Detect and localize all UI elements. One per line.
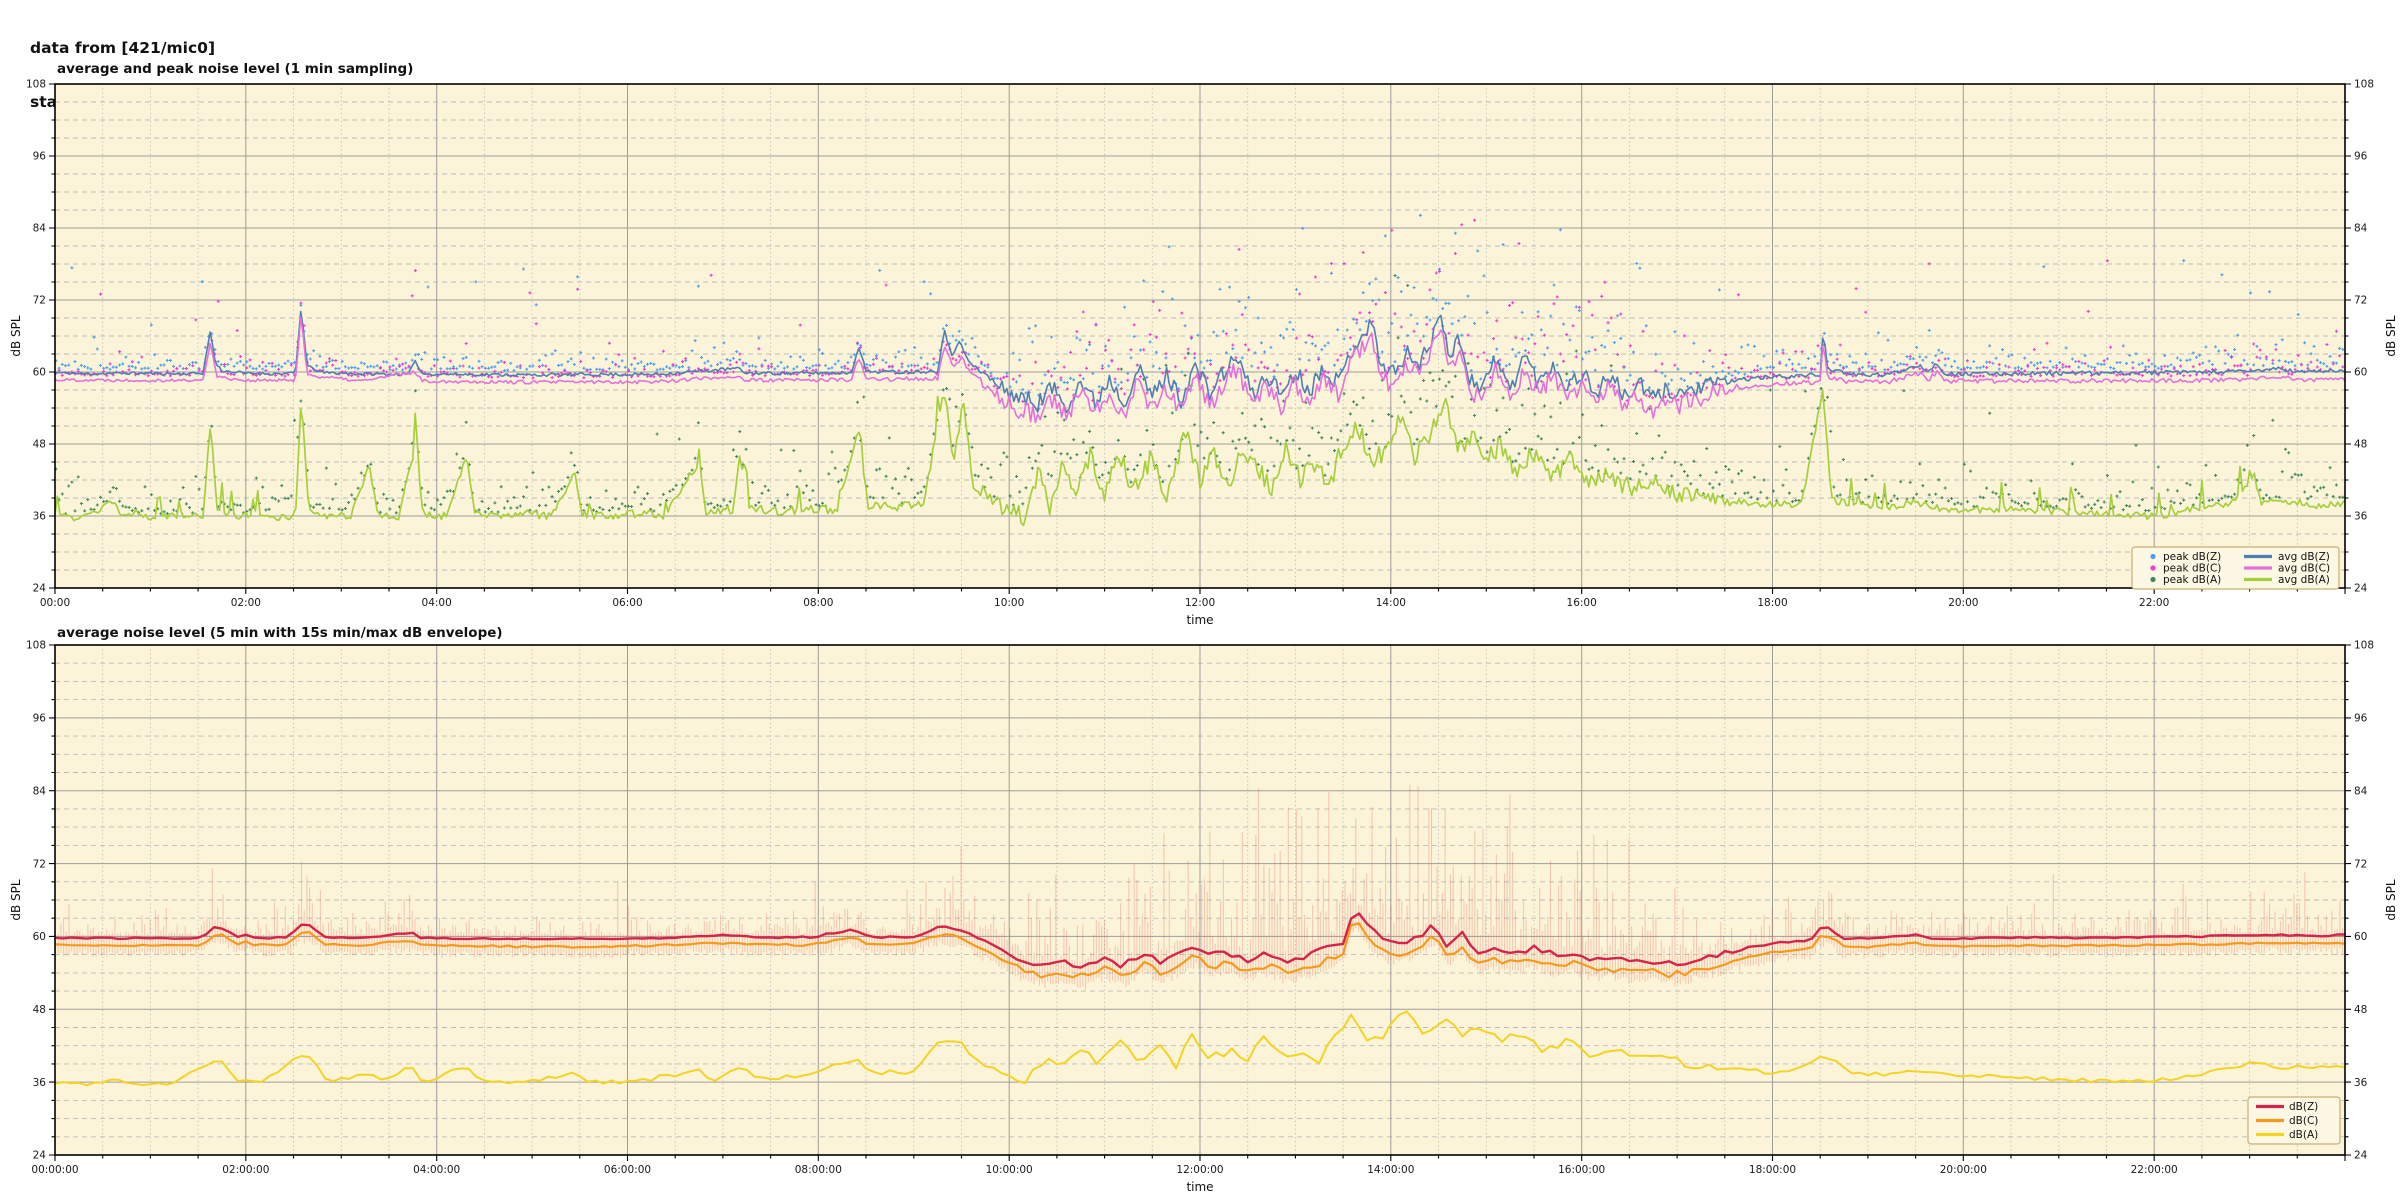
bottom-xlabel: time (1186, 1180, 1214, 1194)
ytick-label-left: 96 (33, 713, 47, 725)
legend: peak dB(Z)peak dB(C)peak dB(A)avg dB(Z)a… (2131, 546, 2340, 590)
legend-label: peak dB(Z) (2163, 551, 2221, 563)
series-db-c (54, 922, 2346, 979)
ytick-label-right: 36 (2354, 511, 2368, 523)
ytick-label-left: 108 (26, 640, 46, 652)
legend-label: dB(A) (2289, 1129, 2318, 1141)
xtick-label: 18:00:00 (1749, 1164, 1796, 1176)
ytick-label-right: 108 (2354, 640, 2374, 652)
ytick-label-right: 48 (2354, 439, 2367, 451)
legend-marker-dot (2150, 565, 2156, 571)
series-db-a (54, 1010, 2346, 1087)
ytick-label-left: 60 (33, 367, 46, 379)
ytick-label-right: 84 (2354, 785, 2368, 797)
ytick-label-right: 96 (2354, 713, 2368, 725)
ytick-label-right: 84 (2354, 223, 2368, 235)
xtick-label: 12:00:00 (1176, 1164, 1223, 1176)
xtick-label: 08:00:00 (795, 1164, 842, 1176)
legend-box (2247, 1096, 2341, 1145)
series-avg-db-a (54, 389, 2346, 527)
ytick-label-left: 60 (33, 931, 46, 943)
xtick-label: 20:00 (1948, 597, 1978, 609)
top-chart-title: average and peak noise level (1 min samp… (57, 61, 414, 77)
ytick-label-left: 24 (33, 583, 47, 595)
xtick-label: 00:00:00 (31, 1164, 78, 1176)
ytick-label-left: 24 (33, 1150, 47, 1162)
legend-box (2131, 546, 2340, 590)
xtick-label: 02:00:00 (222, 1164, 269, 1176)
xtick-label: 18:00 (1757, 597, 1787, 609)
ytick-label-left: 36 (33, 1077, 47, 1089)
xtick-label: 16:00 (1567, 597, 1597, 609)
ytick-label-left: 84 (33, 785, 47, 797)
ytick-label-left: 48 (33, 439, 46, 451)
xtick-label: 04:00 (422, 597, 452, 609)
xtick-label: 22:00 (2139, 597, 2169, 609)
xtick-label: 06:00 (612, 597, 642, 609)
legend-marker-dot (2150, 576, 2156, 583)
xtick-label: 08:00 (803, 597, 833, 609)
ytick-label-right: 48 (2354, 1004, 2367, 1016)
axis-ticks (49, 644, 2351, 1161)
ytick-label-right: 24 (2354, 1150, 2368, 1162)
grid-major (55, 84, 2345, 588)
ytick-label-right: 24 (2354, 583, 2368, 595)
legend-label: peak dB(C) (2163, 563, 2221, 575)
series-db-z (54, 912, 2345, 969)
ytick-label-right: 60 (2354, 367, 2367, 379)
legend-label: peak dB(A) (2163, 574, 2221, 586)
ytick-label-right: 72 (2354, 295, 2367, 307)
ytick-label-left: 108 (26, 79, 46, 91)
xtick-label: 10:00 (994, 597, 1024, 609)
xtick-label: 02:00 (231, 597, 261, 609)
bottom-chart-title: average noise level (5 min with 15s min/… (57, 625, 503, 641)
xtick-label: 22:00:00 (2131, 1164, 2178, 1176)
ytick-label-left: 48 (33, 1004, 46, 1016)
header-line-1: data from [421/mic0] (30, 39, 216, 57)
xtick-label: 12:00 (1185, 597, 1215, 609)
top-xlabel: time (1186, 613, 1214, 627)
ytick-label-left: 96 (33, 151, 47, 163)
ytick-label-left: 72 (33, 858, 46, 870)
xtick-label: 04:00:00 (413, 1164, 460, 1176)
xtick-label: 20:00:00 (1940, 1164, 1987, 1176)
legend-label: avg dB(C) (2278, 563, 2330, 575)
series-avg-db-z (55, 310, 2346, 414)
xtick-label: 00:00 (40, 597, 70, 609)
bottom-chart: 24 24 36 36 48 48 60 60 72 72 84 84 96 96 108 108 00:00:… (26, 640, 2374, 1176)
xtick-label: 14:00:00 (1367, 1164, 1414, 1176)
legend-label: dB(Z) (2289, 1101, 2318, 1113)
ytick-label-right: 72 (2354, 858, 2367, 870)
ytick-label-right: 60 (2354, 931, 2367, 943)
ytick-label-left: 84 (33, 223, 47, 235)
legend-label: avg dB(Z) (2278, 551, 2330, 563)
series-avg-db-c (54, 316, 2346, 424)
axis-ticks (49, 83, 2351, 594)
legend-label: dB(C) (2289, 1115, 2318, 1127)
ytick-label-right: 36 (2354, 1077, 2368, 1089)
ytick-label-right: 96 (2354, 151, 2368, 163)
xtick-label: 06:00:00 (604, 1164, 651, 1176)
xtick-label: 16:00:00 (1558, 1164, 1605, 1176)
ytick-label-left: 72 (33, 295, 46, 307)
ytick-label-right: 108 (2354, 79, 2374, 91)
ytick-label-left: 36 (33, 511, 47, 523)
xtick-label: 10:00:00 (986, 1164, 1033, 1176)
legend-marker-dot (2150, 553, 2156, 560)
series-peak-db-a (54, 274, 2345, 516)
xtick-label: 14:00 (1376, 597, 1406, 609)
grid-minor-v (102, 645, 2298, 1155)
grid-major (55, 645, 2345, 1155)
legend: dB(Z) dB(C) dB(A) (2247, 1096, 2341, 1145)
legend-label: avg dB(A) (2278, 574, 2330, 586)
top-chart: 24 24 36 36 48 48 60 60 72 72 84 84 96 96 108 108 00:00 0… (26, 79, 2374, 609)
